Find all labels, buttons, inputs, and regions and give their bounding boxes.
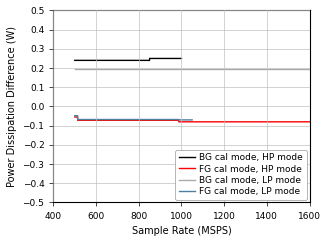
FG cal mode, HP mode	[177, 119, 181, 122]
FG cal mode, LP mode	[177, 118, 181, 121]
BG cal mode, LP mode	[75, 68, 79, 70]
BG cal mode, HP mode	[148, 57, 152, 60]
FG cal mode, HP mode	[76, 119, 80, 122]
FG cal mode, HP mode	[75, 116, 79, 119]
FG cal mode, LP mode	[75, 114, 79, 117]
FG cal mode, HP mode	[177, 120, 181, 123]
Line: FG cal mode, HP mode: FG cal mode, HP mode	[75, 117, 310, 122]
FG cal mode, HP mode	[73, 116, 77, 119]
BG cal mode, LP mode	[76, 68, 80, 70]
FG cal mode, LP mode	[76, 118, 80, 121]
BG cal mode, LP mode	[177, 68, 181, 70]
Line: FG cal mode, LP mode: FG cal mode, LP mode	[75, 116, 192, 120]
X-axis label: Sample Rate (MSPS): Sample Rate (MSPS)	[132, 226, 231, 236]
BG cal mode, HP mode	[75, 59, 79, 62]
FG cal mode, HP mode	[308, 120, 312, 123]
Line: BG cal mode, HP mode: BG cal mode, HP mode	[75, 59, 181, 60]
FG cal mode, LP mode	[177, 118, 181, 121]
BG cal mode, HP mode	[177, 57, 181, 60]
BG cal mode, HP mode	[179, 57, 183, 60]
BG cal mode, HP mode	[73, 59, 77, 62]
FG cal mode, LP mode	[73, 114, 77, 117]
BG cal mode, LP mode	[177, 68, 181, 70]
Legend: BG cal mode, HP mode, FG cal mode, HP mode, BG cal mode, LP mode, FG cal mode, L: BG cal mode, HP mode, FG cal mode, HP mo…	[175, 150, 307, 200]
BG cal mode, LP mode	[73, 68, 77, 70]
Y-axis label: Power Dissipation Difference (W): Power Dissipation Difference (W)	[7, 26, 17, 187]
BG cal mode, HP mode	[177, 57, 181, 60]
BG cal mode, HP mode	[76, 59, 80, 62]
FG cal mode, LP mode	[190, 118, 194, 121]
BG cal mode, LP mode	[308, 68, 312, 70]
BG cal mode, HP mode	[148, 59, 152, 62]
